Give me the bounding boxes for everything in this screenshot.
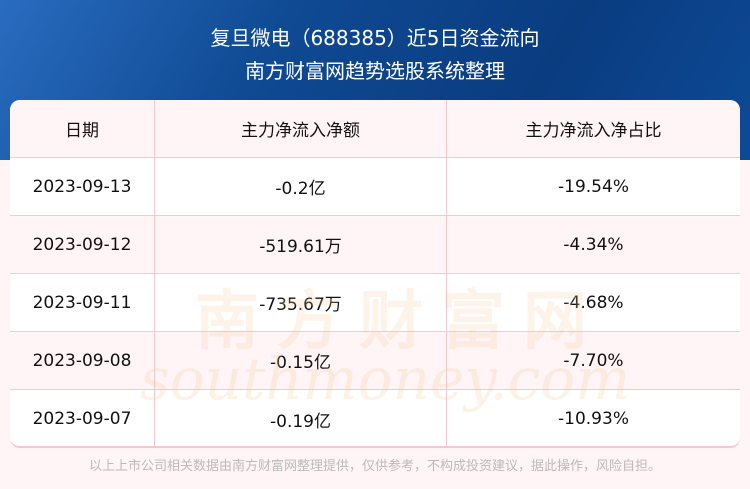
- net-inflow-cell: -519.61万: [155, 216, 447, 273]
- date-cell: 2023-09-11: [10, 274, 155, 331]
- table-header-row: 日期 主力净流入净额 主力净流入净占比: [10, 100, 740, 158]
- page-subtitle: 南方财富网趋势选股系统整理: [245, 59, 505, 83]
- header-net-inflow: 主力净流入净额: [155, 100, 447, 157]
- net-ratio-cell: -10.93%: [558, 409, 629, 429]
- table-row: 2023-09-07 -0.19亿 -10.93%: [10, 390, 740, 446]
- table-row: 2023-09-11 -735.67万 -4.68%: [10, 274, 740, 332]
- net-ratio-cell: -19.54%: [558, 176, 629, 197]
- table-row: 2023-09-13 -0.2亿 -19.54%: [10, 158, 740, 216]
- table-row: 2023-09-12 -519.61万 -4.34%: [10, 216, 740, 274]
- date-cell: 2023-09-13: [10, 158, 155, 215]
- header-net-ratio: 主力净流入净占比: [525, 121, 662, 141]
- net-inflow-cell: -0.15亿: [155, 332, 447, 389]
- net-inflow-cell: -0.2亿: [155, 158, 447, 215]
- table-row: 2023-09-08 -0.15亿 -7.70%: [10, 332, 740, 390]
- date-cell: 2023-09-07: [10, 390, 155, 446]
- date-cell: 2023-09-12: [10, 216, 155, 273]
- net-inflow-cell: -735.67万: [155, 274, 447, 331]
- net-ratio-cell: -4.68%: [563, 292, 624, 313]
- net-inflow-cell: -0.19亿: [155, 390, 447, 446]
- header-date: 日期: [10, 100, 155, 157]
- net-ratio-cell: -4.34%: [563, 234, 624, 255]
- fund-flow-table: 日期 主力净流入净额 主力净流入净占比 2023-09-13 -0.2亿 -19…: [10, 100, 740, 448]
- net-ratio-cell: -7.70%: [563, 350, 624, 371]
- date-cell: 2023-09-08: [10, 332, 155, 389]
- page-title: 复旦微电（688385）近5日资金流向: [210, 26, 540, 50]
- disclaimer: 以上上市公司相关数据由南方财富网整理提供，仅供参考，不构成投资建议，据此操作，风…: [88, 459, 661, 474]
